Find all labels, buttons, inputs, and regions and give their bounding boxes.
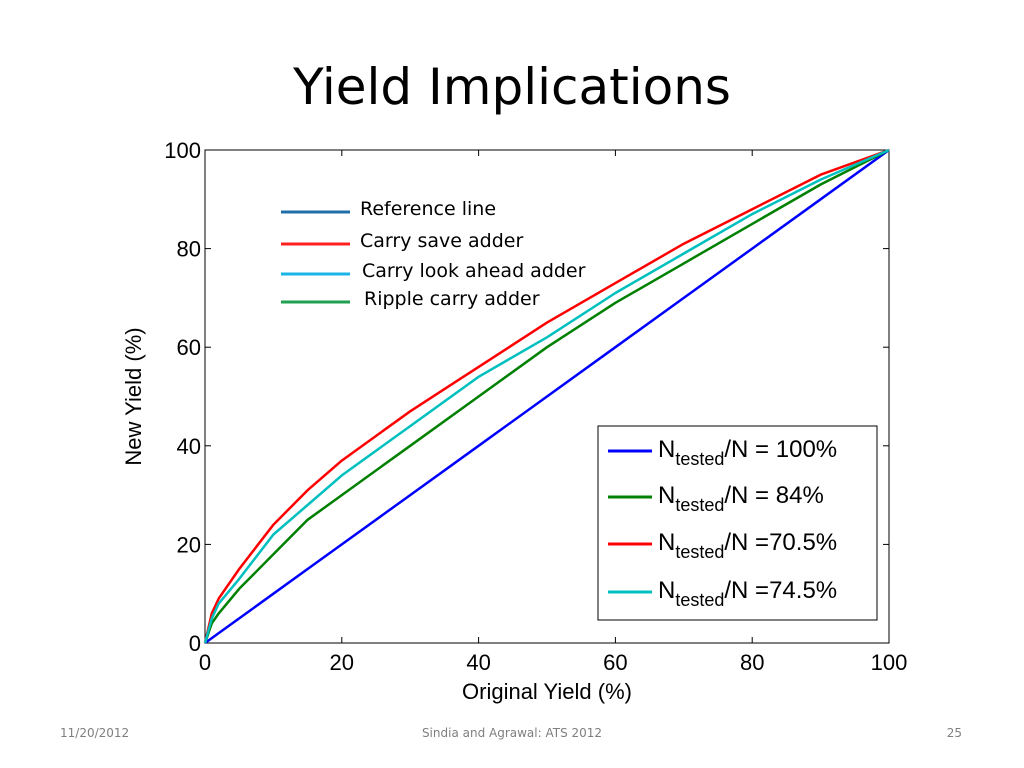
y-tick-label: 80 bbox=[177, 237, 201, 262]
series-line-2 bbox=[203, 148, 890, 644]
y-tick-label: 0 bbox=[189, 631, 201, 656]
legend-box-label-0: Ntested/N = 100% bbox=[658, 436, 837, 469]
legend-box-label-1: Ntested/N = 84% bbox=[658, 482, 824, 515]
legend-label-3: Ripple carry adder bbox=[364, 288, 540, 310]
footer-center: Sindia and Agrawal: ATS 2012 bbox=[421, 726, 603, 740]
x-tick-label: 80 bbox=[740, 650, 764, 675]
legend-box bbox=[597, 425, 878, 621]
y-tick-label: 20 bbox=[177, 532, 201, 557]
plot-frame bbox=[204, 149, 890, 644]
legend-label-0: Reference line bbox=[360, 198, 496, 220]
series-line-0 bbox=[204, 148, 890, 645]
legend-label-1: Carry save adder bbox=[360, 230, 523, 252]
series-line-3 bbox=[203, 148, 890, 644]
y-tick-label: 60 bbox=[177, 335, 201, 360]
x-tick-label: 20 bbox=[330, 650, 354, 675]
series-line-1 bbox=[203, 148, 890, 644]
legend-box-label-3: Ntested/N =74.5% bbox=[658, 577, 837, 610]
slide-title: Yield Implications bbox=[293, 58, 731, 116]
x-tick-label: 0 bbox=[199, 650, 211, 675]
y-tick-label: 100 bbox=[164, 138, 201, 163]
x-axis-label: Original Yield (%) bbox=[462, 679, 632, 704]
y-axis-label: New Yield (%) bbox=[121, 327, 146, 465]
x-tick-label: 100 bbox=[871, 650, 908, 675]
x-tick-label: 40 bbox=[466, 650, 490, 675]
page-number: 25 bbox=[946, 726, 962, 740]
legend-label-2: Carry look ahead adder bbox=[362, 260, 586, 282]
x-tick-label: 60 bbox=[603, 650, 627, 675]
legend-box-label-2: Ntested/N =70.5% bbox=[658, 529, 837, 562]
y-tick-label: 40 bbox=[177, 434, 201, 459]
footer-date: 11/20/2012 bbox=[60, 726, 130, 740]
